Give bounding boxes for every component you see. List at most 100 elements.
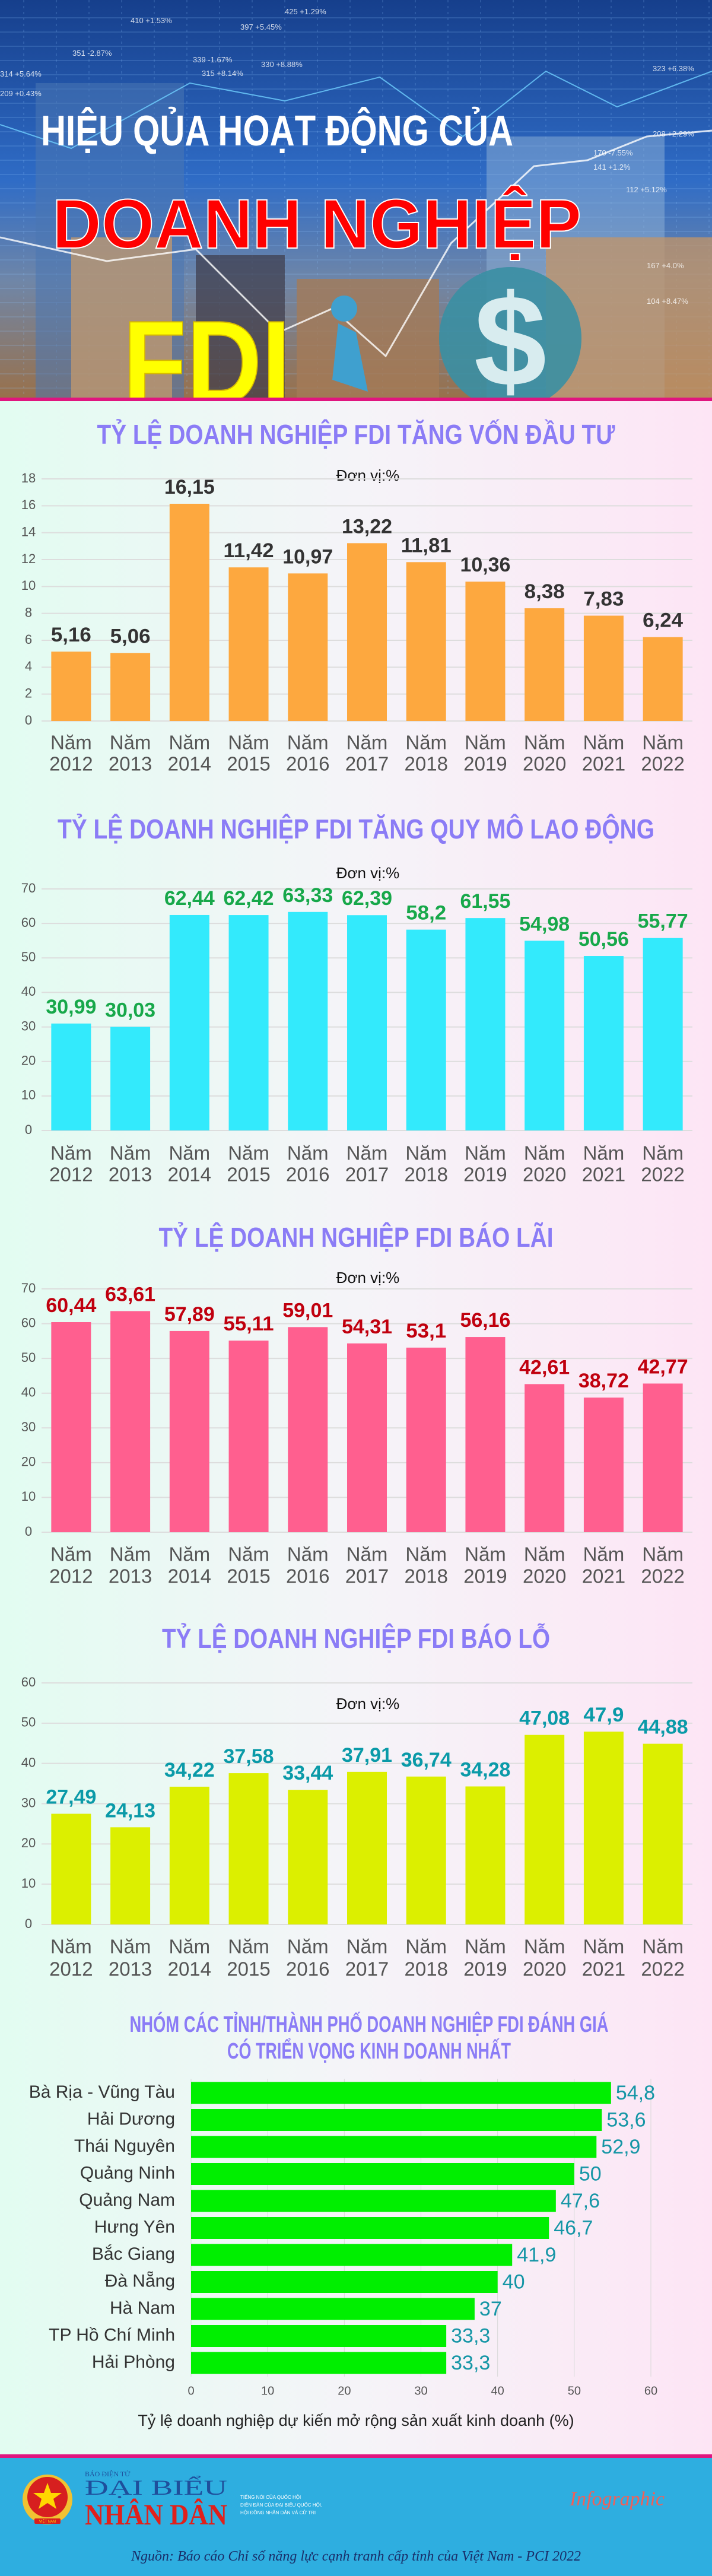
category-label: Năm (169, 1142, 210, 1164)
bar (347, 915, 387, 1130)
value-label: 37,91 (342, 1744, 392, 1767)
bar (228, 1341, 269, 1532)
value-label: 50,56 (578, 928, 629, 951)
category-label: Thái Nguyên (74, 2136, 175, 2156)
value-label: 55,11 (224, 1313, 274, 1335)
category-label: Bà Rịa - Vũng Tàu (29, 2082, 175, 2102)
category-label: 2015 (227, 1164, 270, 1186)
x-axis-label: Tỷ lệ doanh nghiệp dự kiến mở rộng sản x… (138, 2412, 574, 2429)
category-label: 2016 (286, 1565, 329, 1587)
y-tick-label: 50 (21, 1350, 36, 1365)
bar (110, 1027, 151, 1130)
category-label: 2015 (227, 1565, 270, 1587)
header-line3: FDI (123, 297, 291, 401)
category-label: Năm (465, 1142, 506, 1164)
x-tick-label: 10 (261, 2384, 274, 2397)
bar (347, 1771, 387, 1924)
category-label: 2022 (641, 1164, 684, 1186)
ticker-label: 209 +0.43% (0, 89, 42, 98)
category-label: Quảng Ninh (80, 2163, 175, 2183)
category-label: Năm (642, 1543, 684, 1565)
category-label: 2019 (463, 1164, 507, 1186)
value-label: 61,55 (460, 890, 510, 913)
category-label: 2013 (109, 1164, 152, 1186)
category-label: Đà Nẵng (105, 2271, 175, 2291)
category-label: Năm (405, 732, 447, 754)
value-label: 47,6 (561, 2190, 600, 2212)
value-label: 27,49 (46, 1786, 96, 1809)
ticker-label: 315 +8.14% (202, 69, 243, 78)
y-tick-label: 0 (25, 1916, 32, 1931)
category-label: Quảng Nam (79, 2190, 175, 2210)
y-tick-label: 0 (25, 1524, 32, 1539)
ticker-label: 410 +1.53% (131, 16, 172, 25)
bar (347, 543, 387, 721)
category-label: Năm (228, 1543, 269, 1565)
value-label: 5,16 (51, 624, 91, 646)
value-label: 57,89 (164, 1303, 215, 1326)
ticker-label: 397 +5.45% (240, 23, 282, 31)
bar (110, 653, 151, 721)
y-tick-label: 40 (21, 1755, 36, 1770)
bar (643, 1383, 683, 1532)
unit-note: Đơn vị:% (336, 864, 400, 882)
y-tick-label: 70 (21, 881, 36, 895)
bar (51, 1322, 91, 1532)
y-tick-label: 0 (25, 1122, 32, 1137)
category-label: Năm (347, 1936, 388, 1958)
value-label: 6,24 (643, 609, 683, 632)
chart-title: CÓ TRIỂN VỌNG KINH DOANH NHẤT (227, 2037, 511, 2064)
category-label: Năm (287, 1142, 329, 1164)
x-tick-label: 30 (414, 2384, 427, 2397)
bar (643, 938, 683, 1130)
category-label: 2012 (49, 1565, 93, 1587)
value-label: 62,42 (224, 887, 274, 910)
bar (191, 2109, 602, 2131)
value-label: 56,16 (460, 1309, 510, 1332)
category-label: 2017 (345, 1164, 389, 1186)
bar (583, 1397, 624, 1532)
y-tick-label: 40 (21, 1385, 36, 1400)
category-label: 2021 (582, 753, 625, 775)
bar (583, 956, 624, 1130)
ticker-label: 112 +5.12% (626, 185, 667, 194)
category-label: 2013 (109, 1958, 152, 1980)
trend-line (0, 129, 712, 358)
category-label: Hưng Yên (94, 2217, 175, 2237)
category-label: Năm (287, 732, 329, 754)
bar (288, 573, 328, 721)
bar (406, 1347, 446, 1532)
ticker-label: 330 +8.88% (261, 60, 303, 69)
value-label: 16,15 (164, 476, 215, 498)
bar (288, 911, 328, 1130)
category-label: Năm (405, 1543, 447, 1565)
bar (465, 582, 506, 721)
category-label: 2017 (345, 1565, 389, 1587)
header-divider (0, 398, 712, 401)
category-label: 2020 (523, 1164, 566, 1186)
category-label: Năm (347, 732, 388, 754)
y-tick-label: 20 (21, 1053, 36, 1068)
category-label: 2012 (49, 753, 93, 775)
bar (51, 1023, 91, 1130)
value-label: 37 (479, 2298, 502, 2320)
x-tick-label: 50 (568, 2384, 581, 2397)
y-tick-label: 70 (21, 1281, 36, 1295)
bar (191, 2244, 513, 2266)
category-label: 2020 (523, 753, 566, 775)
value-label: 33,3 (451, 2352, 490, 2374)
category-label: 2019 (463, 753, 507, 775)
category-label: Năm (642, 732, 684, 754)
y-tick-label: 18 (21, 471, 36, 485)
category-label: 2020 (523, 1565, 566, 1587)
bar (191, 2352, 447, 2374)
category-label: Năm (465, 732, 506, 754)
category-label: Năm (583, 732, 625, 754)
x-tick-label: 20 (338, 2384, 351, 2397)
category-label: 2018 (405, 1958, 448, 1980)
ticker-label: 323 +6.38% (653, 64, 694, 73)
category-label: 2022 (641, 1958, 684, 1980)
chart-2: TỶ LỆ DOANH NGHIỆP FDI TĂNG QUY MÔ LAO Đ… (21, 814, 692, 1186)
value-label: 62,44 (164, 887, 215, 910)
